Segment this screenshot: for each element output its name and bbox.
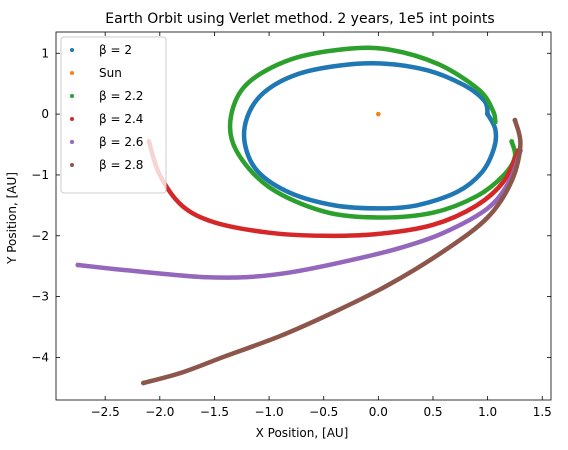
x-tick-label: −1.0 bbox=[255, 405, 284, 419]
orbit-trace-2-2 bbox=[227, 45, 518, 220]
orbit-end-point bbox=[75, 262, 81, 268]
legend-marker bbox=[70, 48, 74, 52]
series-2-2 bbox=[227, 45, 518, 220]
legend-marker bbox=[70, 117, 74, 121]
series-2-8 bbox=[141, 117, 523, 386]
y-tick-label: 1 bbox=[41, 46, 49, 60]
legend: β = 2 Sun β = 2.2 β = 2.4 β = 2.6 β = 2.8 bbox=[60, 36, 167, 194]
chart-title: Earth Orbit using Verlet method. 2 years… bbox=[105, 11, 494, 27]
x-tick-label: −1.5 bbox=[200, 405, 229, 419]
y-tick-label: −4 bbox=[31, 350, 49, 364]
legend-marker bbox=[70, 163, 74, 167]
x-tick-label: 0.5 bbox=[423, 405, 442, 419]
orbit-start-point bbox=[492, 119, 498, 125]
x-tick-label: −0.5 bbox=[309, 405, 338, 419]
y-tick-label: −3 bbox=[31, 290, 49, 304]
legend-label: β = 2.4 bbox=[99, 112, 143, 126]
orbit-trace-2 bbox=[241, 61, 499, 211]
legend-item: β = 2 bbox=[70, 43, 132, 57]
orbit-trace-2-4 bbox=[146, 139, 521, 239]
x-axis-label: X Position, [AU] bbox=[256, 426, 349, 440]
x-tick-label: 0.0 bbox=[369, 405, 388, 419]
x-tick-label: −2.0 bbox=[145, 405, 174, 419]
series-layer bbox=[75, 45, 523, 386]
legend-item: β = 2.8 bbox=[70, 158, 143, 172]
legend-item: β = 2.4 bbox=[70, 112, 143, 126]
legend-label: β = 2.8 bbox=[99, 158, 143, 172]
legend-marker bbox=[70, 71, 74, 75]
legend-label: Sun bbox=[99, 66, 122, 80]
axes-frame bbox=[55, 31, 552, 401]
legend-label: β = 2 bbox=[99, 43, 132, 57]
y-tick-label: −2 bbox=[31, 229, 49, 243]
legend-box bbox=[60, 36, 167, 194]
x-tick-label: 1.0 bbox=[478, 405, 497, 419]
orbit-start-point bbox=[512, 117, 518, 123]
series-sun bbox=[376, 111, 381, 117]
axes: −2.5 −2.0 −1.5 −1.0 −0.5 0.0 0.5 1.0 1.5 1 0 −1 −2 −3… bbox=[31, 31, 552, 419]
y-tick-label: 0 bbox=[41, 107, 49, 121]
series-2 bbox=[241, 61, 499, 211]
orbit-end-point bbox=[485, 111, 491, 117]
legend-item: β = 2.6 bbox=[70, 135, 143, 149]
legend-label: β = 2.6 bbox=[99, 135, 143, 149]
orbit-trace-2-6 bbox=[75, 148, 523, 280]
legend-label: β = 2.2 bbox=[99, 89, 143, 103]
y-tick-label: −1 bbox=[31, 168, 49, 182]
orbit-end-point bbox=[509, 139, 515, 144]
orbit-trace-2-8 bbox=[141, 117, 523, 386]
x-tick-label: −2.5 bbox=[91, 405, 120, 419]
sun-marker bbox=[376, 111, 381, 117]
orbit-end-point bbox=[141, 380, 146, 386]
legend-item: β = 2.2 bbox=[70, 89, 143, 103]
legend-marker bbox=[70, 140, 74, 144]
y-axis-label: Y Position, [AU] bbox=[5, 172, 19, 265]
legend-marker bbox=[70, 94, 74, 98]
x-tick-label: 1.5 bbox=[533, 405, 552, 419]
legend-item: Sun bbox=[70, 66, 122, 80]
